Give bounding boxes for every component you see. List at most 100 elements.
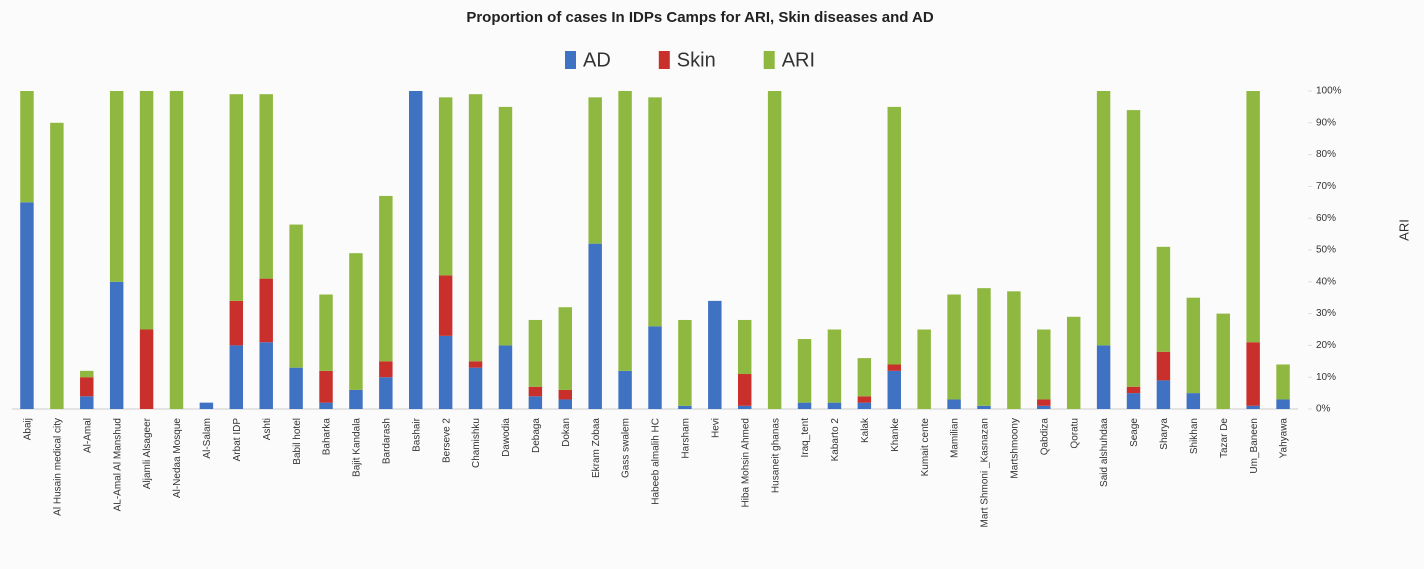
- x-tick-label: Bardarash: [381, 418, 392, 464]
- bar-segment: [797, 402, 812, 409]
- bar-segment: [887, 106, 901, 365]
- x-tick-label: AL-Amal Al Manshud: [112, 418, 123, 511]
- bar-segment: [827, 402, 842, 409]
- x-tick-label: Dokan: [561, 418, 572, 447]
- x-tick-label: Husaneit ghanas: [770, 418, 781, 493]
- y-tick-label: 100%: [1316, 86, 1342, 97]
- y-tick-label: 40%: [1316, 276, 1336, 287]
- bar-segment: [139, 91, 154, 330]
- bar-segment: [109, 281, 124, 409]
- bar-segment: [169, 91, 184, 409]
- bar-segment: [1216, 313, 1230, 409]
- bar-segment: [1096, 345, 1111, 409]
- bar-segment: [349, 253, 363, 390]
- bar-segment: [468, 367, 483, 409]
- bar-segment: [80, 396, 94, 409]
- bar-segment: [1007, 291, 1021, 409]
- bar-segment: [678, 405, 692, 409]
- bar-segment: [678, 319, 692, 406]
- y-tick-label: 30%: [1316, 308, 1336, 319]
- bar-segment: [1276, 399, 1290, 409]
- y-tick-label: 80%: [1316, 149, 1336, 160]
- bar-segment: [229, 300, 244, 346]
- bar-segment: [289, 224, 303, 368]
- legend-swatch: [763, 51, 775, 69]
- bar-segment: [947, 294, 961, 400]
- bar-segment: [319, 402, 333, 409]
- x-tick-label: Gass swalem: [621, 418, 632, 478]
- bar-segment: [528, 386, 543, 397]
- x-tick-label: Qabdiza: [1039, 418, 1050, 456]
- x-tick-label: Abaij: [23, 418, 34, 440]
- bar-segment: [558, 389, 573, 400]
- bar-segment: [319, 370, 333, 403]
- bar-segment: [468, 94, 483, 362]
- bar-segment: [618, 91, 632, 371]
- x-tick-label: Babil hotel: [292, 418, 303, 465]
- bar-segment: [1246, 91, 1260, 343]
- x-tick-label: Khanke: [890, 418, 901, 452]
- bar-segment: [1126, 393, 1141, 409]
- bar-segment: [797, 339, 812, 403]
- bar-segment: [737, 374, 752, 406]
- x-tick-label: Yahyawa: [1279, 418, 1290, 459]
- x-tick-label: Sharya: [1159, 418, 1170, 450]
- bar-segment: [558, 307, 573, 390]
- y-tick-label: 70%: [1316, 181, 1336, 192]
- y-tick-label: 10%: [1316, 372, 1336, 383]
- legend-label: Skin: [677, 49, 716, 71]
- bar-segment: [887, 364, 901, 371]
- bar-segment: [259, 278, 273, 343]
- bar-segment: [229, 94, 244, 301]
- x-tick-label: Bajit Kandala: [352, 418, 363, 477]
- x-tick-label: Kabarto 2: [830, 418, 841, 462]
- bar-segment: [319, 294, 333, 371]
- bar-segment: [528, 396, 543, 409]
- y-tick-label: 90%: [1316, 117, 1336, 128]
- bar-segment: [1126, 386, 1141, 394]
- y-axis-label: ARI: [1396, 219, 1411, 241]
- bar-segment: [50, 122, 64, 410]
- x-tick-label: Seage: [1129, 418, 1140, 447]
- bar-segment: [737, 319, 752, 375]
- y-tick-label: 0%: [1316, 404, 1331, 415]
- legend-swatch: [565, 51, 576, 69]
- x-tick-label: Um_Baneen: [1249, 418, 1260, 474]
- bar-segment: [558, 399, 573, 409]
- bar-segment: [289, 367, 303, 409]
- x-tick-label: Kumait cente: [920, 418, 931, 477]
- bar-segment: [1186, 393, 1201, 409]
- x-tick-label: Kalak: [860, 417, 871, 443]
- bar-segment: [977, 405, 991, 409]
- bar-segment: [737, 405, 752, 409]
- bar-segment: [588, 243, 602, 409]
- x-tick-label: Aljamli Alsageer: [142, 417, 153, 489]
- x-tick-label: Qoratu: [1069, 418, 1080, 449]
- bar-segment: [1096, 91, 1111, 346]
- x-tick-label: Hiba Mohsin Ahmed: [740, 418, 751, 508]
- bar-segment: [1186, 297, 1201, 394]
- y-tick-label: 20%: [1316, 340, 1336, 351]
- x-tick-label: Iraq_tent: [800, 418, 811, 458]
- bar-segment: [1066, 316, 1081, 409]
- bar-segment: [139, 329, 154, 409]
- x-tick-label: Said alshuhdaa: [1099, 418, 1110, 487]
- x-tick-label: Mart Shmoni _Kasnazan: [980, 418, 991, 528]
- y-tick-label: 60%: [1316, 213, 1336, 224]
- bar-segment: [80, 377, 94, 397]
- bar-segment: [259, 94, 273, 279]
- bar-segment: [1126, 110, 1141, 387]
- bar-segment: [1156, 351, 1171, 381]
- bar-segment: [648, 326, 662, 409]
- bar-segment: [379, 377, 393, 409]
- x-tick-label: Bashair: [411, 417, 422, 452]
- bar-segment: [1276, 364, 1290, 400]
- bar-segment: [438, 335, 453, 409]
- bar-segment: [1246, 405, 1260, 409]
- bar-segment: [767, 91, 782, 409]
- bar-segment: [618, 370, 632, 409]
- bar-segment: [857, 358, 872, 397]
- bar-segment: [977, 288, 991, 406]
- bar-segment: [1156, 246, 1171, 352]
